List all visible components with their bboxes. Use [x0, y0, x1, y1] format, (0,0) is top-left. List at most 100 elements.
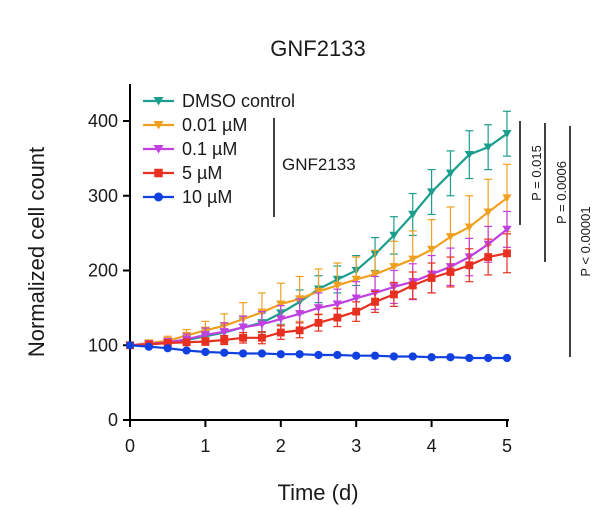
data-point — [464, 150, 474, 159]
data-point — [427, 274, 436, 282]
data-point — [314, 318, 323, 327]
data-point — [503, 249, 511, 258]
data-point — [295, 326, 304, 335]
data-point — [257, 349, 267, 358]
data-point — [389, 352, 399, 361]
data-point — [371, 297, 379, 306]
data-point — [445, 169, 456, 178]
data-point — [427, 245, 437, 254]
p-value-label: P = 0.0006 — [554, 161, 569, 224]
data-point — [408, 255, 418, 264]
data-point — [352, 351, 361, 360]
p-value-label: P = 0.015 — [529, 145, 544, 201]
p-value-1: P = 0.015 — [519, 121, 544, 225]
data-point — [295, 310, 305, 318]
data-point — [314, 350, 323, 360]
data-point — [238, 323, 248, 332]
data-point — [333, 313, 342, 322]
data-point — [313, 287, 324, 296]
x-ticks: 0 1 2 3 4 5 — [125, 420, 512, 456]
data-point — [427, 188, 437, 197]
series-5 — [125, 341, 512, 363]
x-tick-label: 2 — [276, 436, 286, 456]
x-axis-title: Time (d) — [277, 480, 358, 505]
data-point — [201, 347, 210, 357]
legend-marker — [153, 121, 164, 130]
p-value-annotations: P = 0.015 P = 0.0006 P < 0.00001 — [519, 121, 593, 357]
y-tick-label: 300 — [88, 186, 118, 206]
data-point — [333, 350, 342, 360]
data-point — [276, 350, 285, 359]
y-tick-label: 0 — [108, 410, 118, 430]
data-point — [408, 352, 417, 361]
data-point — [483, 208, 493, 217]
data-point — [351, 294, 361, 303]
data-point — [219, 328, 229, 336]
p-value-2: P = 0.0006 — [544, 123, 569, 262]
p-value-3: P < 0.00001 — [569, 126, 593, 357]
data-point — [276, 300, 286, 309]
data-point — [465, 353, 474, 363]
legend-label: 5 µM — [182, 163, 222, 183]
data-point — [182, 346, 191, 355]
x-tick-label: 1 — [200, 436, 210, 456]
legend-label: 0.01 µM — [182, 115, 247, 135]
data-point — [220, 348, 229, 357]
data-point — [200, 331, 210, 339]
data-point — [465, 261, 474, 270]
data-point — [182, 338, 191, 347]
legend-marker — [154, 168, 163, 178]
data-point — [408, 281, 417, 290]
x-tick-label: 0 — [125, 436, 135, 456]
data-point — [370, 351, 380, 360]
data-point — [276, 315, 286, 324]
data-point — [389, 231, 399, 240]
data-point — [352, 307, 361, 316]
data-point — [370, 270, 380, 279]
data-point — [163, 344, 172, 353]
data-point — [408, 210, 418, 219]
y-tick-label: 100 — [88, 335, 118, 355]
data-point — [389, 263, 399, 271]
series-4 — [126, 233, 511, 350]
data-point — [257, 320, 267, 329]
data-point — [295, 350, 304, 359]
data-point — [464, 223, 474, 232]
y-axis-title: Normalized cell count — [24, 147, 49, 357]
legend-marker — [154, 192, 163, 202]
data-point — [332, 300, 342, 309]
data-point — [502, 130, 512, 138]
data-point — [125, 341, 135, 350]
x-tick-label: 4 — [427, 436, 437, 456]
y-ticks: 0 100 200 300 400 — [88, 111, 130, 430]
x-tick-label: 3 — [351, 436, 361, 456]
legend-item: 0.1 µM — [143, 139, 237, 159]
data-point — [446, 353, 455, 362]
data-point — [446, 268, 455, 276]
data-point — [220, 336, 229, 344]
y-tick-label: 400 — [88, 111, 118, 131]
data-point — [502, 194, 512, 203]
legend-label: 0.1 µM — [182, 139, 237, 159]
p-value-label: P < 0.00001 — [578, 206, 593, 276]
data-point — [483, 143, 493, 152]
data-point — [389, 290, 398, 299]
data-point — [238, 349, 248, 358]
x-tick-label: 5 — [502, 436, 512, 456]
data-point — [484, 253, 493, 261]
data-point — [351, 275, 361, 284]
data-point — [163, 339, 172, 347]
axes — [129, 84, 509, 421]
legend-item: 5 µM — [143, 163, 222, 183]
legend-marker — [153, 145, 164, 154]
data-point — [332, 281, 342, 290]
chart-title: GNF2133 — [270, 36, 365, 61]
data-point — [484, 353, 493, 363]
data-point — [258, 333, 266, 342]
data-point — [427, 353, 436, 362]
data-point — [144, 342, 153, 351]
y-tick-label: 200 — [88, 261, 118, 281]
data-point — [502, 353, 512, 363]
legend-item: 0.01 µM — [143, 115, 247, 135]
